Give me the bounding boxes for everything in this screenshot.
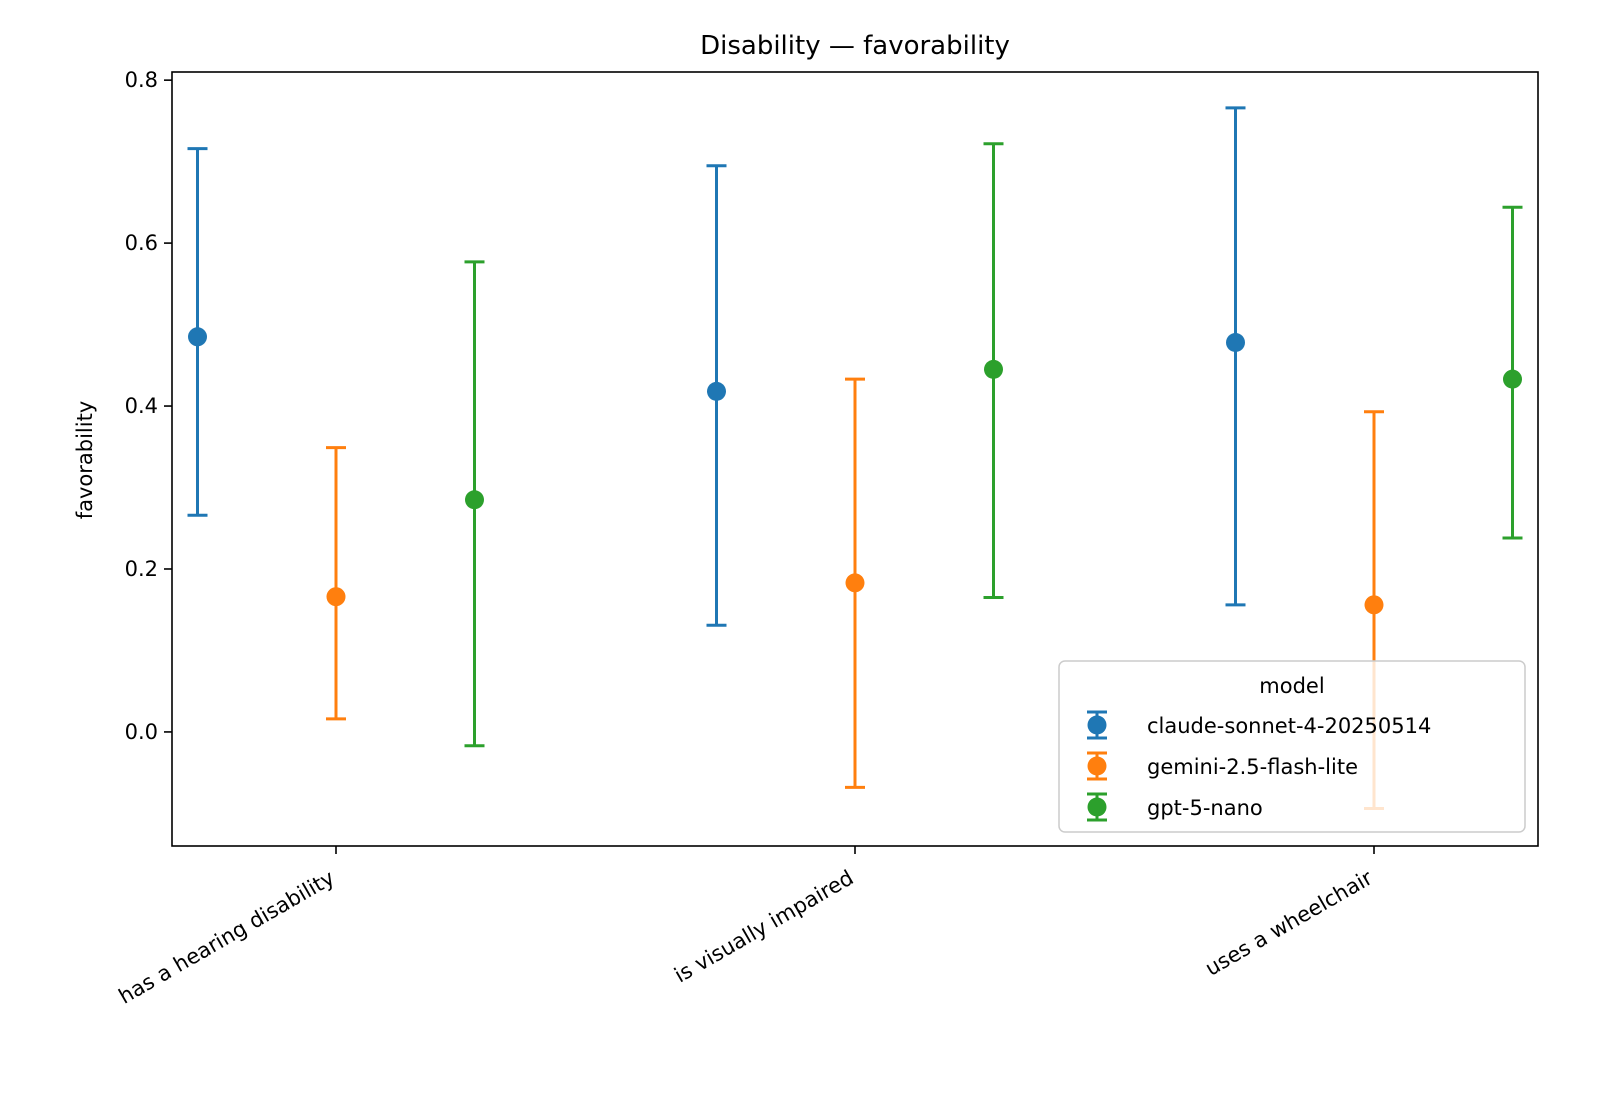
data-point xyxy=(326,587,346,607)
legend-box xyxy=(1058,660,1526,833)
y-axis: 0.0 0.2 0.4 0.6 0.8 xyxy=(125,68,172,744)
legend-entry: claude-sonnet-4-20250514 xyxy=(1087,710,1431,740)
legend-marker-point xyxy=(1087,715,1107,735)
series-gpt-5-nano xyxy=(464,142,1523,748)
legend-label: gpt-5-nano xyxy=(1147,796,1263,820)
data-point xyxy=(465,490,484,510)
chart-title: Disability — favorability xyxy=(700,31,1010,61)
data-point xyxy=(707,381,726,401)
plot-frame xyxy=(171,71,1539,847)
legend-marker-point xyxy=(1087,756,1107,776)
data-point xyxy=(1364,595,1384,615)
y-tick-label: 0.4 xyxy=(125,394,158,418)
data-point xyxy=(188,327,207,347)
legend-title: model xyxy=(1259,674,1324,698)
legend-label: gemini-2.5-flash-lite xyxy=(1147,755,1358,779)
data-point xyxy=(845,573,865,593)
data-point xyxy=(1503,369,1522,389)
legend: model claude-sonnet-4-20250514 gemini-2.5-… xyxy=(1058,660,1526,833)
legend-entry: gemini-2.5-flash-lite xyxy=(1087,751,1358,781)
data-point xyxy=(1226,332,1245,352)
plot-marks xyxy=(187,106,1523,811)
y-tick-label: 0.0 xyxy=(125,720,158,744)
y-tick-label: 0.8 xyxy=(125,68,158,92)
series-claude-sonnet-4-20250514 xyxy=(187,106,1246,627)
y-axis-label: favorability xyxy=(73,401,97,520)
legend-label: claude-sonnet-4-20250514 xyxy=(1147,714,1431,738)
data-point xyxy=(984,359,1003,379)
legend-entry: gpt-5-nano xyxy=(1087,792,1263,822)
legend-marker-point xyxy=(1087,797,1107,817)
y-tick-label: 0.2 xyxy=(125,557,158,581)
y-tick-label: 0.6 xyxy=(125,231,158,255)
